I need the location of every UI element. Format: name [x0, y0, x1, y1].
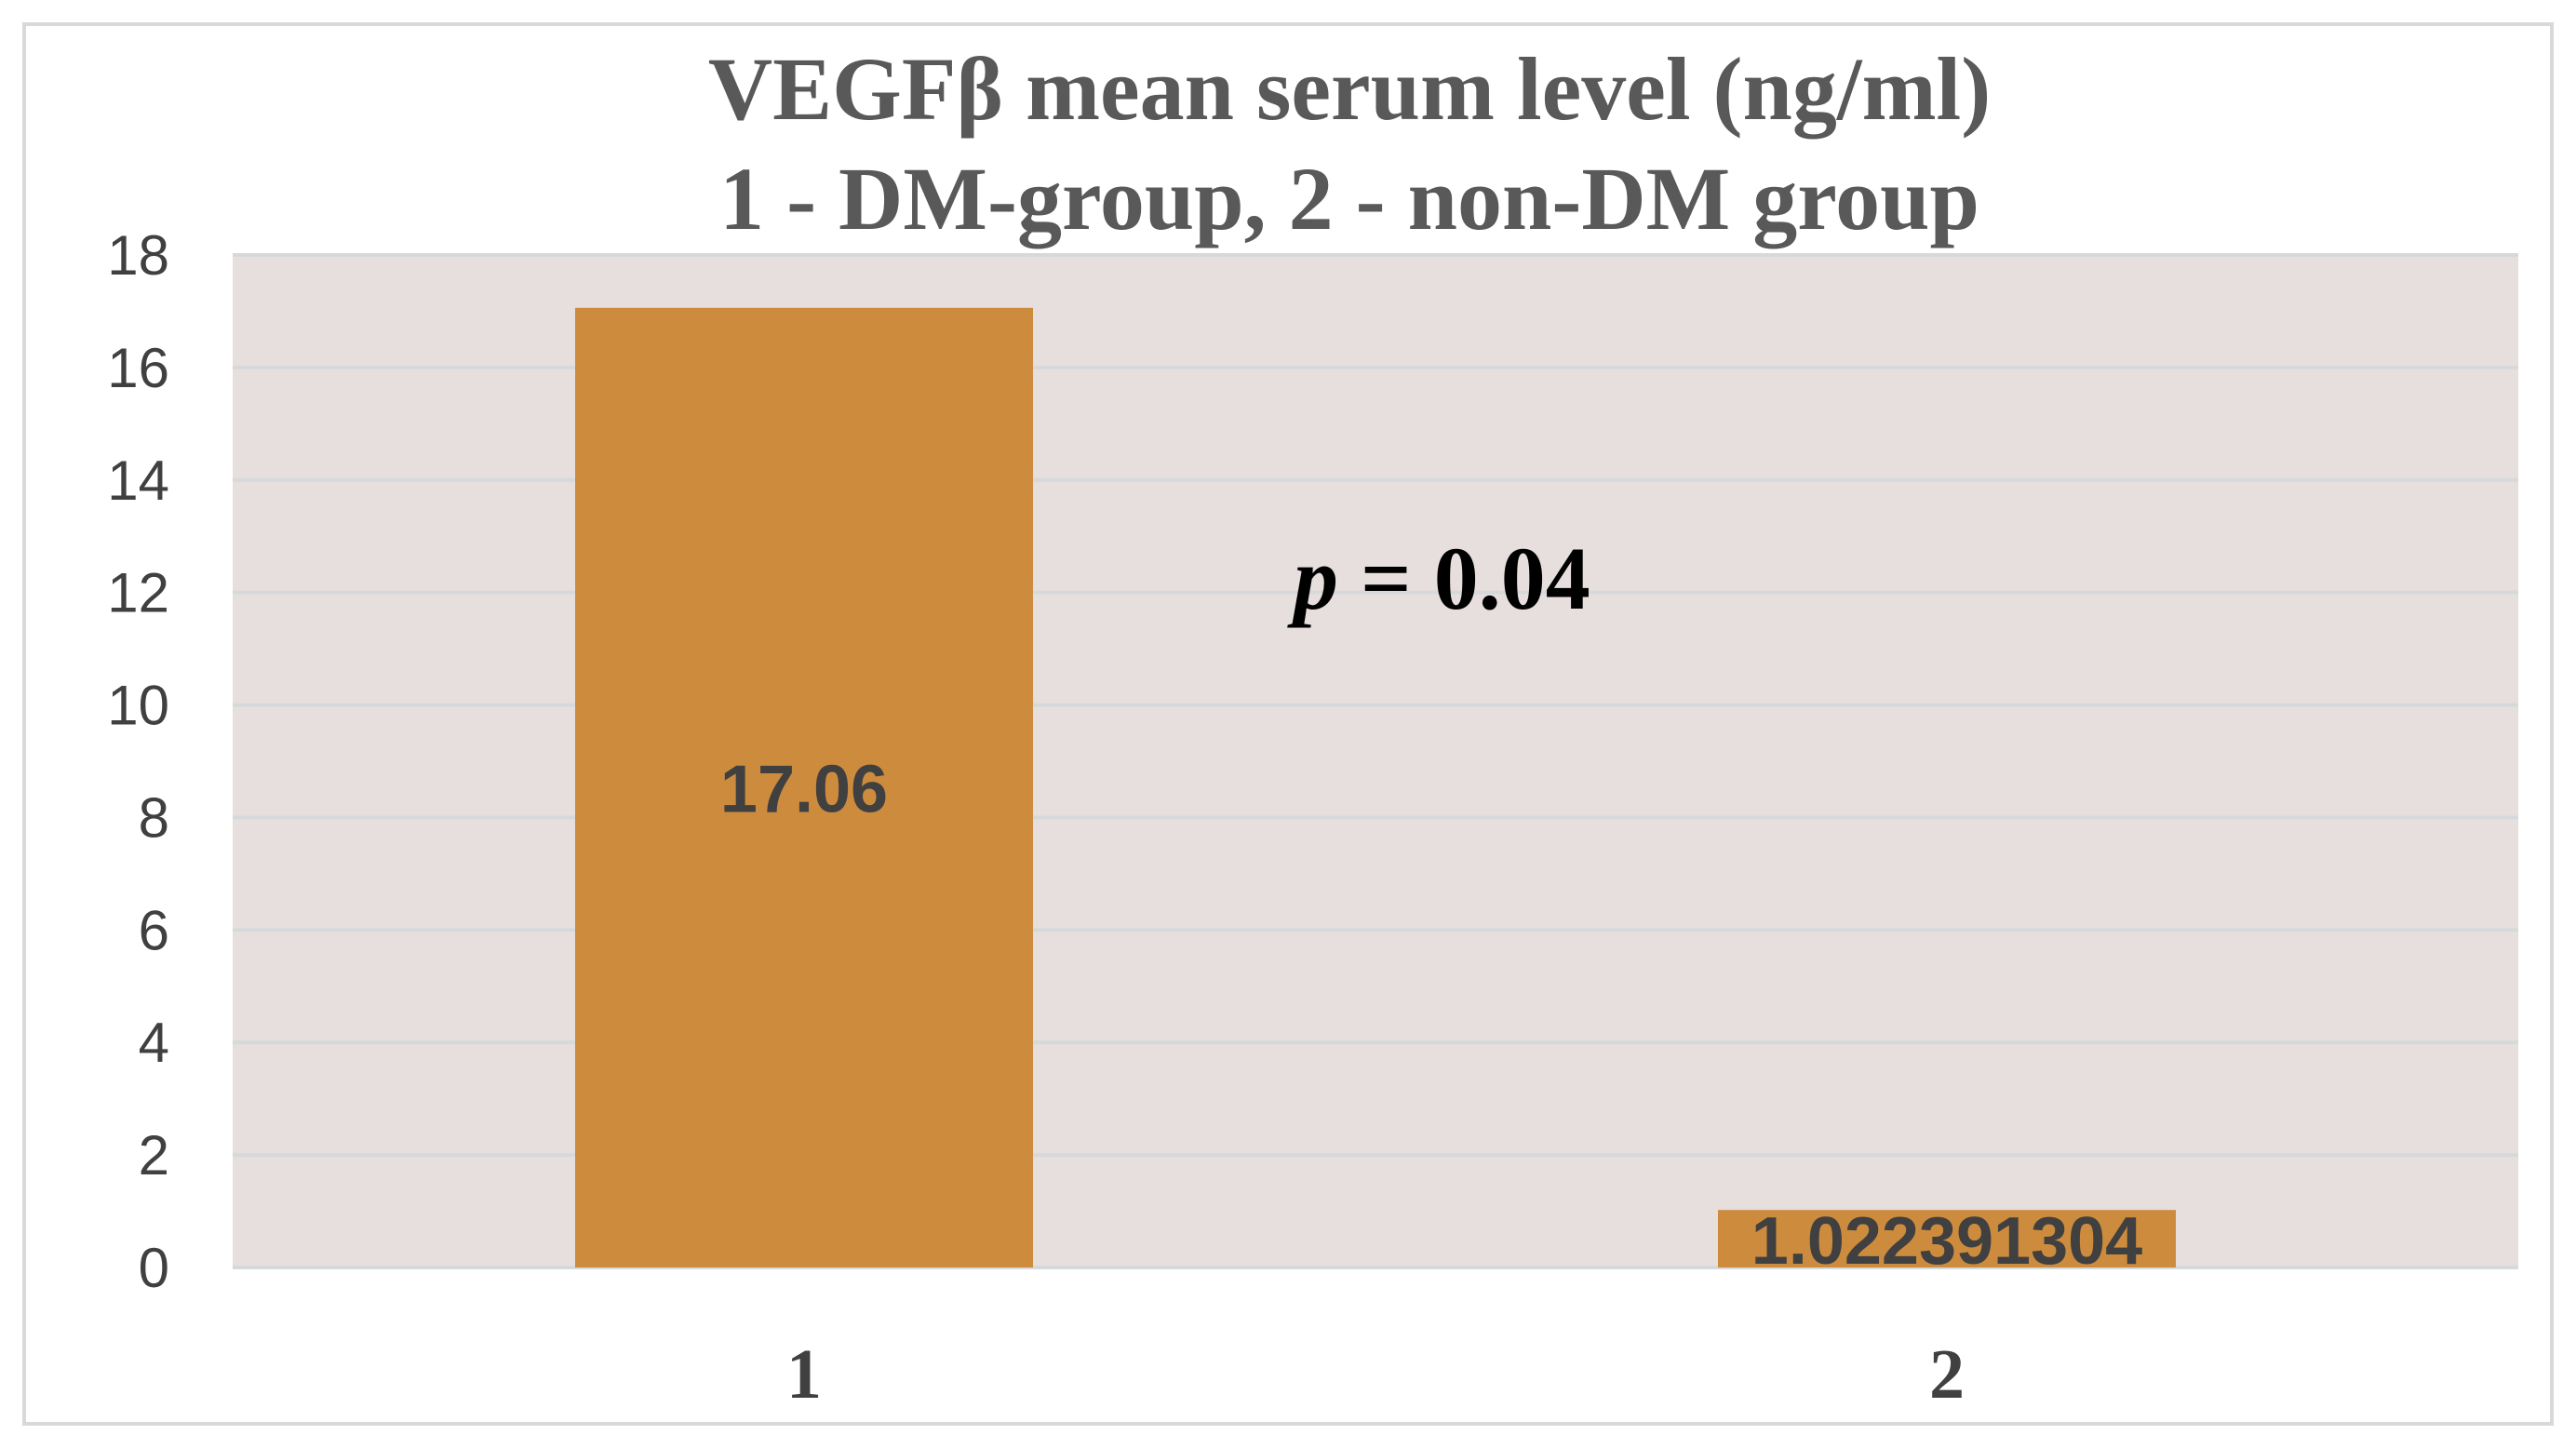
y-tick-label: 0	[139, 1237, 169, 1299]
x-tick-label: 1	[786, 1335, 822, 1414]
x-tick-label: 2	[1929, 1335, 1965, 1414]
y-tick-label: 14	[107, 449, 169, 512]
chart-subtitle: 1 - DM-group, 2 - non-DM group	[719, 149, 1979, 248]
y-tick-label: 6	[139, 899, 169, 961]
p-value-text: = 0.04	[1338, 529, 1590, 628]
y-tick-label: 18	[107, 224, 169, 287]
y-tick-label: 10	[107, 675, 169, 737]
chart-title: VEGFβ mean serum level (ng/ml)	[708, 39, 1991, 139]
y-tick-label: 2	[139, 1124, 169, 1187]
bar-1	[575, 307, 1033, 1268]
y-tick-label: 12	[107, 562, 169, 624]
bar-2	[1718, 1210, 2176, 1267]
y-axis-tick-labels: 0 2 4 6 8 10 12 14 16 18	[107, 224, 169, 1299]
data-label: 1.022391304	[1751, 1204, 2142, 1279]
y-tick-label: 16	[107, 337, 169, 399]
p-value-annotation: p = 0.04	[1287, 529, 1590, 628]
bars	[575, 307, 2176, 1268]
data-labels: 17.06 1.022391304	[720, 752, 2142, 1279]
data-label: 17.06	[720, 752, 888, 826]
y-tick-label: 8	[139, 786, 169, 849]
p-value-symbol: p	[1287, 529, 1338, 628]
y-tick-label: 4	[139, 1012, 169, 1074]
